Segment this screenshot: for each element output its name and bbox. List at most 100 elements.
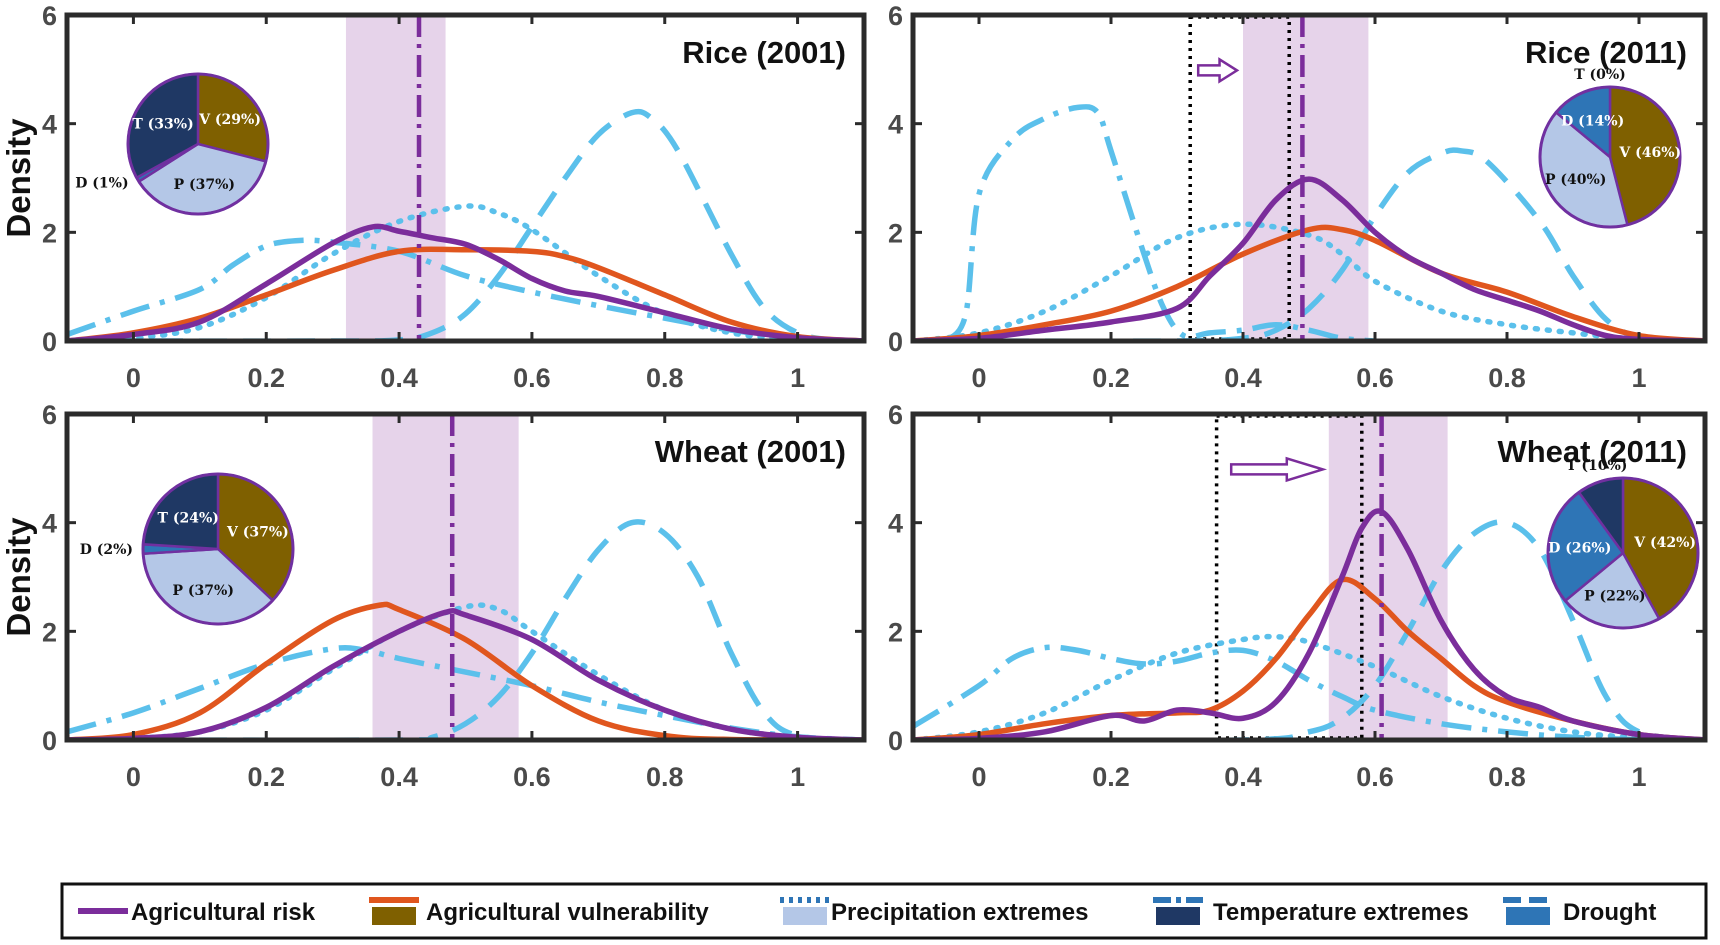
pie-label-T: T (33%) [132, 116, 193, 132]
series-temperature [67, 645, 864, 740]
y-tick-label: 6 [888, 1, 903, 31]
pie-label-D: D (1%) [75, 176, 128, 192]
panel-title: Wheat (2001) [655, 434, 846, 469]
pie-outline [1538, 85, 1682, 229]
shift-arrow [1196, 57, 1240, 84]
x-tick-label: 0.6 [513, 762, 551, 792]
y-tick-label: 2 [888, 218, 903, 248]
legend-box [60, 882, 1708, 940]
x-tick-label: 0.2 [1092, 363, 1130, 393]
x-tick-label: 0.6 [1356, 363, 1394, 393]
legend-label-vulnerability: Agricultural vulnerability [426, 899, 709, 926]
y-tick-label: 6 [42, 1, 57, 31]
panel-title: Rice (2001) [682, 35, 846, 70]
x-tick-label: 0.8 [1488, 762, 1526, 792]
legend-item-vulnerability: Agricultural vulnerability [369, 897, 709, 926]
x-tick-label: 0.8 [1488, 363, 1526, 393]
x-tick-label: 0.6 [513, 363, 551, 393]
series-precip [67, 203, 864, 341]
pie-label-P: P (22%) [1584, 589, 1645, 605]
pie-outline [141, 472, 295, 626]
x-tick-label: 0.8 [646, 363, 684, 393]
legend-item-precip: Precipitation extremes [780, 897, 1088, 926]
x-tick-label: 0.2 [247, 762, 285, 792]
legend: Agricultural risk Agricultural vulnerabil… [60, 882, 1708, 940]
series-temperature [913, 644, 1705, 740]
legend-label-risk: Agricultural risk [131, 899, 316, 926]
x-tick-label: 0.4 [380, 363, 418, 393]
axes-frame [64, 411, 867, 743]
risk-band [1328, 414, 1448, 740]
panels: 0 2 4 6 0 0.2 0.4 0.6 0.8 1 Rice (2001) Density V (2… [0, 1, 1708, 792]
x-tick-label: 1 [1631, 762, 1646, 792]
pie-label-D: D (2%) [80, 542, 133, 558]
curves [913, 508, 1705, 740]
y-tick-label: 0 [42, 726, 57, 756]
y-tick-label: 6 [42, 400, 57, 430]
y-tick-label: 0 [888, 726, 903, 756]
panel-1: 0 2 4 6 0 0.2 0.4 0.6 0.8 1 Rice (2001) Density V (2… [0, 1, 867, 393]
x-tick-label: 0 [126, 363, 141, 393]
y-tick-label: 2 [42, 617, 57, 647]
series-risk [67, 608, 864, 740]
legend-label-precip: Precipitation extremes [831, 899, 1088, 926]
legend-swatch-temperature [1156, 907, 1200, 925]
pie-inset: V (37%) P (37%) D (2%) T (24%) [80, 472, 295, 626]
y-tick-label: 0 [42, 327, 57, 357]
x-tick-label: 0.2 [247, 363, 285, 393]
series-risk [67, 223, 864, 341]
series-risk [913, 508, 1705, 740]
y-tick-label: 4 [888, 509, 903, 539]
pie-label-P: P (40%) [1545, 172, 1606, 188]
x-tick-label: 0.4 [1224, 363, 1262, 393]
x-tick-label: 1 [790, 762, 805, 792]
pie-label-T: T (10%) [1566, 458, 1627, 474]
legend-swatch-vulnerability [372, 907, 416, 925]
pie-inset: V (46%) P (40%) D (14%) T (0%) [1538, 67, 1682, 229]
pie-label-T: T (24%) [158, 510, 219, 526]
series-temperature [67, 237, 864, 341]
axes-frame [910, 411, 1708, 743]
x-tick-label: 0.4 [1224, 762, 1262, 792]
panel-2: 0 2 4 6 0 0.2 0.4 0.6 0.8 1 Rice (2011) V (46%) P (4… [888, 1, 1708, 393]
y-axis-label: Density [0, 118, 37, 238]
legend-label-temperature: Temperature extremes [1213, 899, 1469, 926]
x-tick-label: 0.4 [380, 762, 418, 792]
pie-outline [1546, 476, 1700, 630]
legend-item-temperature: Temperature extremes [1153, 897, 1469, 926]
x-tick-label: 0 [126, 762, 141, 792]
pie-inset: V (42%) P (22%) D (26%) T (10%) [1546, 458, 1700, 630]
x-tick-label: 0.6 [1356, 762, 1394, 792]
y-tick-label: 6 [888, 400, 903, 430]
series-vulnerability [67, 246, 864, 341]
x-tick-label: 0.2 [1092, 762, 1130, 792]
legend-item-risk: Agricultural risk [78, 899, 316, 926]
y-axis-label: Density [0, 517, 37, 637]
pie-label-D: D (14%) [1561, 113, 1624, 129]
series-temperature [943, 104, 1376, 341]
axes-frame [910, 12, 1708, 344]
pie-label-D: D (26%) [1548, 541, 1611, 557]
risk-band [345, 15, 446, 341]
pie-label-V: V (42%) [1633, 535, 1696, 551]
shift-arrow [1229, 456, 1328, 483]
y-tick-label: 4 [888, 110, 903, 140]
panel-4: 0 2 4 6 0 0.2 0.4 0.6 0.8 1 Wheat (2011) V (42%) P (… [888, 400, 1708, 792]
axes-frame [64, 12, 867, 344]
pie-label-V: V (29%) [198, 112, 261, 128]
series-vulnerability [67, 601, 864, 740]
x-tick-label: 1 [1631, 363, 1646, 393]
pie-label-T: T (0%) [1574, 67, 1626, 83]
risk-band [372, 414, 519, 740]
panel-title: Rice (2011) [1525, 35, 1687, 70]
y-tick-label: 4 [42, 509, 57, 539]
pie-label-V: V (46%) [1618, 145, 1681, 161]
y-tick-label: 4 [42, 110, 57, 140]
legend-swatch-precip [783, 907, 827, 925]
series-precip [913, 221, 1705, 341]
pie-label-V: V (37%) [226, 525, 289, 541]
series-vulnerability [913, 224, 1705, 341]
x-tick-label: 0 [971, 363, 986, 393]
y-tick-label: 2 [42, 218, 57, 248]
